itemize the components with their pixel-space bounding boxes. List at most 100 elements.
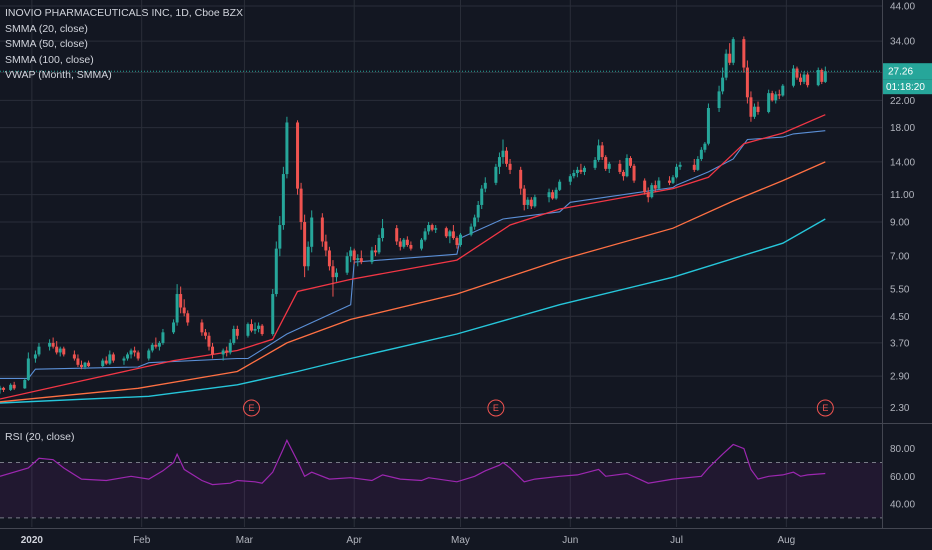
candle-body-up [129,350,133,355]
candle-body-down [508,163,512,170]
candle-body-down [133,350,137,353]
candle-body-up [9,384,13,390]
candle-body-down [409,244,413,249]
price-tick-label: 2.30 [890,403,910,414]
candle-body-up [675,166,679,178]
price-tick-label: 18.00 [890,123,915,134]
candle-body-up [349,250,353,257]
candle-body-up [752,106,756,117]
candle-body-up [480,188,484,205]
candle-body-up [657,180,661,189]
candle-body-down [324,241,328,251]
candle-body-down [519,169,523,189]
candle-body-down [186,313,190,323]
price-tick-label: 22.00 [890,96,915,107]
candle-body-down [200,322,204,333]
candle-body-down [104,360,108,364]
candle-body-up [271,294,275,335]
candle-body-up [48,342,52,347]
candle-body-down [249,324,253,331]
candle-body-down [296,122,300,189]
legend-smma50: SMMA (50, close) [5,38,88,50]
smma20-line [0,114,826,400]
candle-body-up [699,149,703,159]
candle-body-up [497,157,501,167]
candle-body-down [777,94,781,96]
rsi-tick-label: 40.00 [890,500,915,511]
price-tag-box [883,63,932,80]
price-tick-label: 3.70 [890,338,910,349]
candle-body-down [327,250,331,267]
candle-body-up [310,217,314,247]
earnings-marker [242,399,260,417]
candle-body-up [434,228,438,230]
candle-body-up [147,350,151,359]
candle-body-up [501,150,505,158]
candle-body-up [791,68,795,86]
candle-body-down [405,239,409,245]
candle-body-up [767,93,771,112]
candle-body-up [221,350,225,355]
candle-body-down [207,335,211,347]
vwap-line [0,130,826,379]
candle-body-down [799,77,803,82]
legend-vwap: VWAP (Month, SMMA) [5,69,112,81]
candle-body-up [175,294,179,323]
x-tick-label: 2020 [21,535,44,546]
candle-body-up [558,181,562,190]
x-tick-label: Jun [562,535,578,546]
candle-body-down [87,362,91,367]
candle-body-up [582,167,586,172]
earnings-label: E [493,403,499,413]
candle-body-up [781,85,785,96]
candle-body-down [2,387,6,390]
candle-body-down [692,164,696,170]
candle-body-down [742,39,746,68]
candle-body-up [126,354,130,359]
price-tick-label: 5.50 [890,284,910,295]
legend-title: INOVIO PHARMACEUTICALS INC, 1D, Cboe BZX [5,7,244,19]
candle-body-up [285,122,289,175]
price-tick-label: 9.00 [890,217,910,228]
price-tag-value: 27.26 [888,67,913,78]
candle-body-down [795,68,799,78]
candle-body-down [182,307,186,314]
candle-body-down [749,97,753,117]
candle-body-up [572,172,576,177]
candle-body-down [203,332,207,336]
rsi-band-fill [0,462,882,518]
candle-body-up [625,158,629,177]
candle-body-down [455,238,459,245]
candle-body-down [653,185,657,189]
price-tick-label: 2.90 [890,372,910,383]
candle-body-up [370,250,374,263]
rsi-line [0,438,826,486]
candle-body-down [79,364,83,368]
candle-body-down [643,180,647,193]
candle-body-up [427,225,431,232]
candle-body-up [335,272,339,278]
candle-body-up [575,169,579,173]
candle-body-down [136,352,140,359]
candle-body-down [806,74,810,86]
candle-body-down [55,346,59,353]
candle-body-up [731,39,735,63]
earnings-marker [816,399,834,417]
candle-body-up [717,91,721,108]
candle-body-down [352,250,356,261]
candle-body-up [83,362,87,368]
price-tick-label: 7.00 [890,252,910,263]
candle-body-down [629,158,633,166]
candle-body-down [154,344,158,347]
candle-body-up [483,182,487,189]
candle-body-up [356,258,360,261]
smma100-line [0,218,826,404]
candle-body-down [820,70,824,82]
candle-body-down [604,157,608,169]
candle-body-up [802,74,806,82]
candle-body-down [728,53,732,63]
candle-body-down [756,106,760,112]
main-legend: INOVIO PHARMACEUTICALS INC, 1D, Cboe BZX… [5,6,243,84]
